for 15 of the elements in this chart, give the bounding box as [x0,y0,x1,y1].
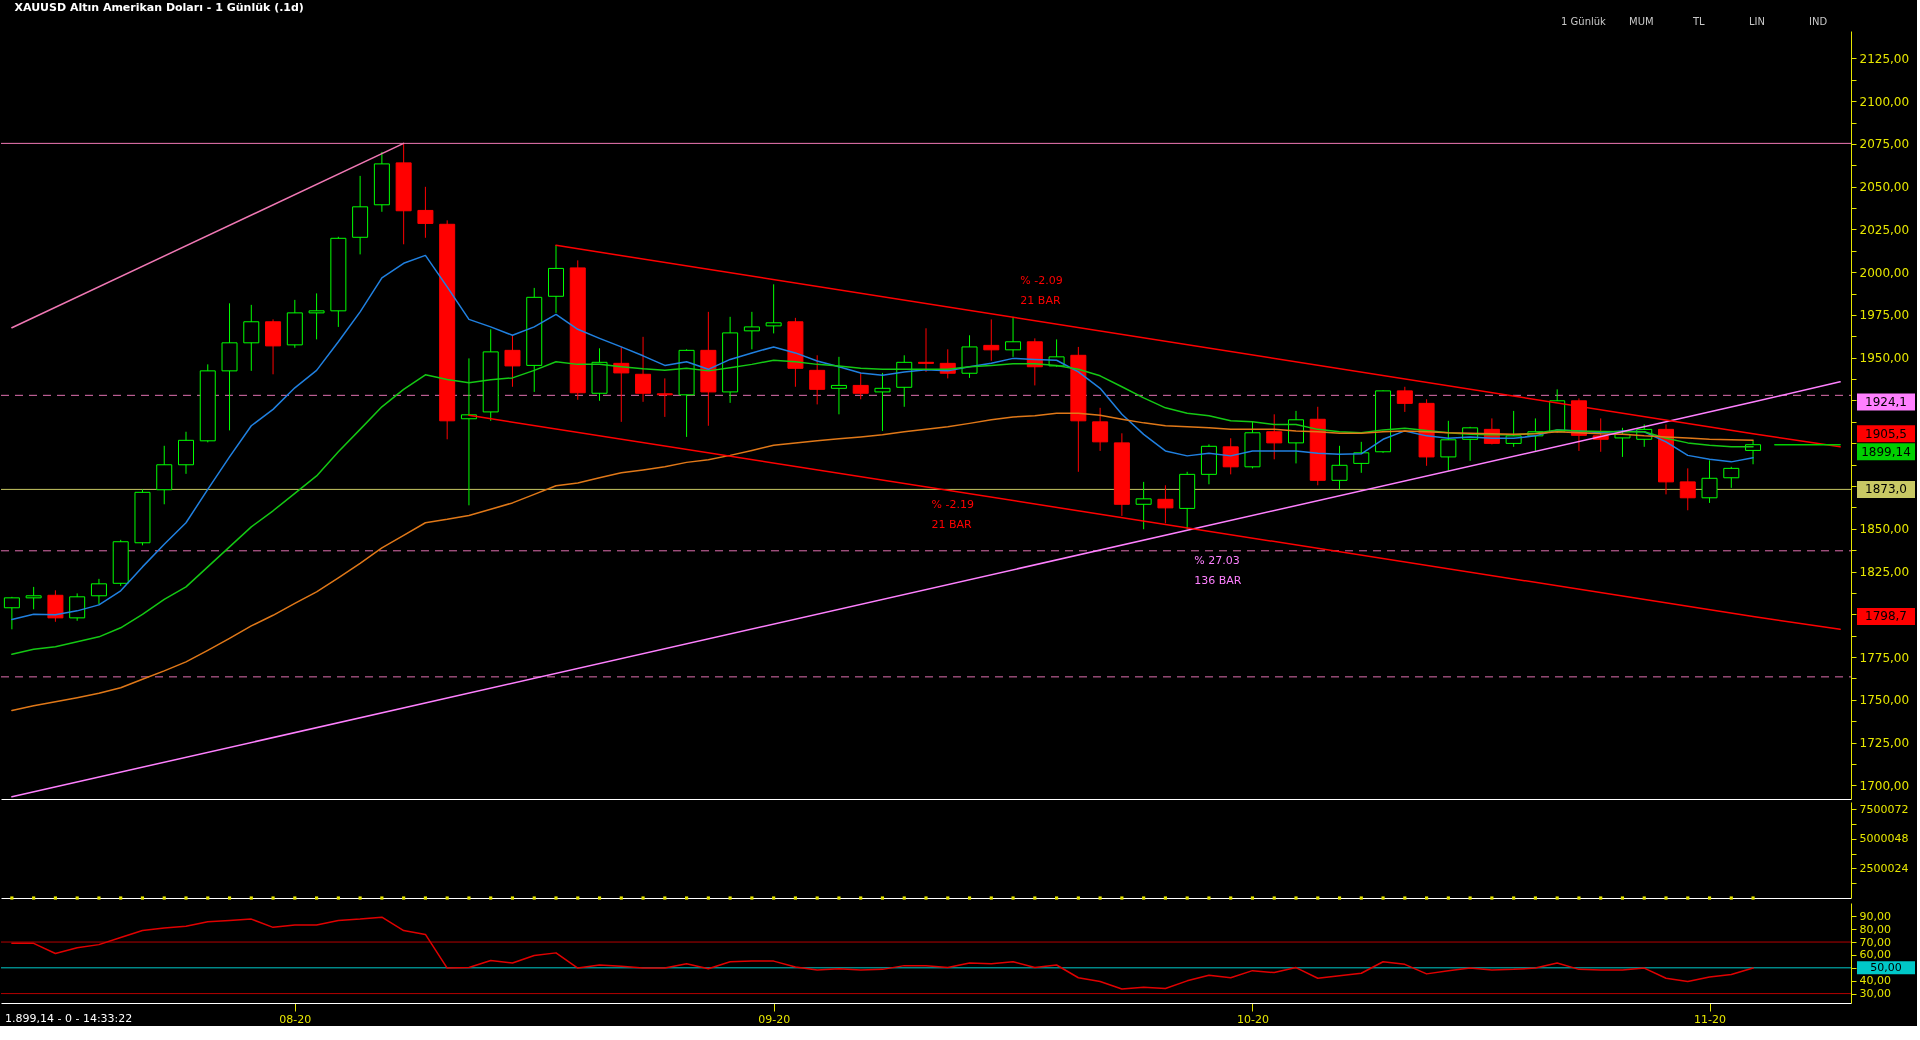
y-tick-label: 40,00 [1859,974,1891,988]
y-tick-label: 7500072 [1859,802,1909,816]
x-tick-label: 11-20 [1694,1012,1727,1026]
y-tick-label: 90,00 [1859,909,1891,923]
text: 1.899,14 - 0 - 14:33:22 [5,1012,133,1025]
y-tick-label: 5000048 [1859,832,1909,846]
y-tick-label: 30,00 [1859,987,1891,1001]
y-tick-label: 80,00 [1859,922,1891,936]
x-tick-label: 08-20 [279,1012,312,1026]
y-tick-label: 60,00 [1859,948,1891,962]
y-tick-label: 70,00 [1859,935,1891,949]
ref-line-label: 50,00 [1870,960,1902,974]
x-tick-label: 10-20 [1236,1012,1269,1026]
x-tick-label: 09-20 [758,1012,791,1026]
y-tick-label: 2500024 [1859,861,1909,875]
